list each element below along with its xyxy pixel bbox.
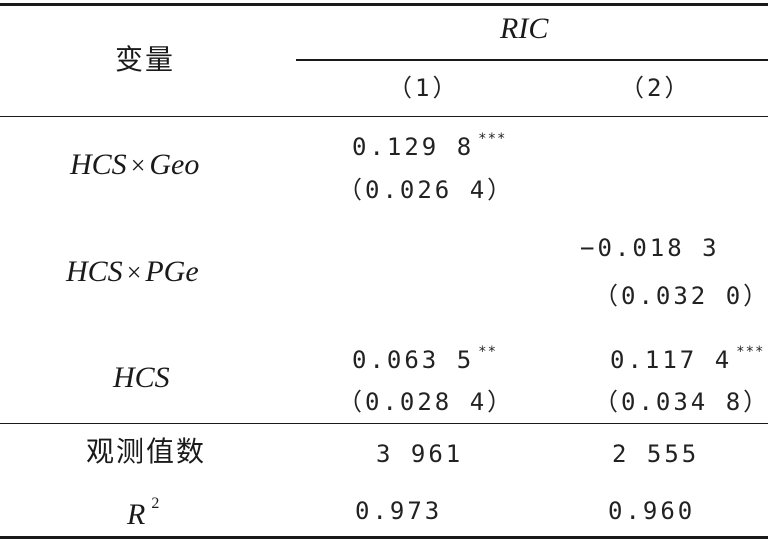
row-hcs-col2-se: （0.034 8） bbox=[594, 388, 768, 416]
dependent-var-header: RIC bbox=[500, 12, 549, 45]
row-hcs-pge-col2-coef: −0.018 3 bbox=[580, 234, 720, 262]
r-squared-col2: 0.960 bbox=[608, 497, 696, 525]
observations-col1: 3 961 bbox=[376, 440, 464, 468]
variable-header: 变量 bbox=[115, 43, 176, 76]
row-hcs-pge-col2-se: （0.032 0） bbox=[594, 282, 768, 310]
dependent-var-span-rule bbox=[296, 59, 768, 61]
row-hcs-col1-coef: 0.063 5 ** bbox=[352, 344, 498, 374]
top-rule bbox=[0, 3, 768, 6]
column-1-header: （1） bbox=[388, 74, 460, 102]
row-hcs-col2-coef: 0.117 4 *** bbox=[610, 344, 765, 374]
row-hcs-geo-col1-se: （0.026 4） bbox=[338, 176, 515, 204]
column-2-header: （2） bbox=[620, 74, 692, 102]
observations-col2: 2 555 bbox=[612, 440, 700, 468]
bottom-rule bbox=[0, 536, 768, 539]
header-bottom-rule bbox=[0, 116, 768, 117]
observations-label: 观测值数 bbox=[86, 435, 207, 468]
row-hcs-geo-col1-coef: 0.129 8 *** bbox=[352, 131, 507, 161]
row-hcs-label: HCS bbox=[113, 361, 170, 394]
row-hcs-geo-label: HCS × Geo bbox=[70, 148, 200, 181]
r-squared-col1: 0.973 bbox=[355, 497, 443, 525]
row-hcs-col1-se: （0.028 4） bbox=[338, 388, 515, 416]
row-hcs-pge-label: HCS × PGe bbox=[66, 255, 199, 288]
stats-separator-rule bbox=[0, 423, 768, 424]
